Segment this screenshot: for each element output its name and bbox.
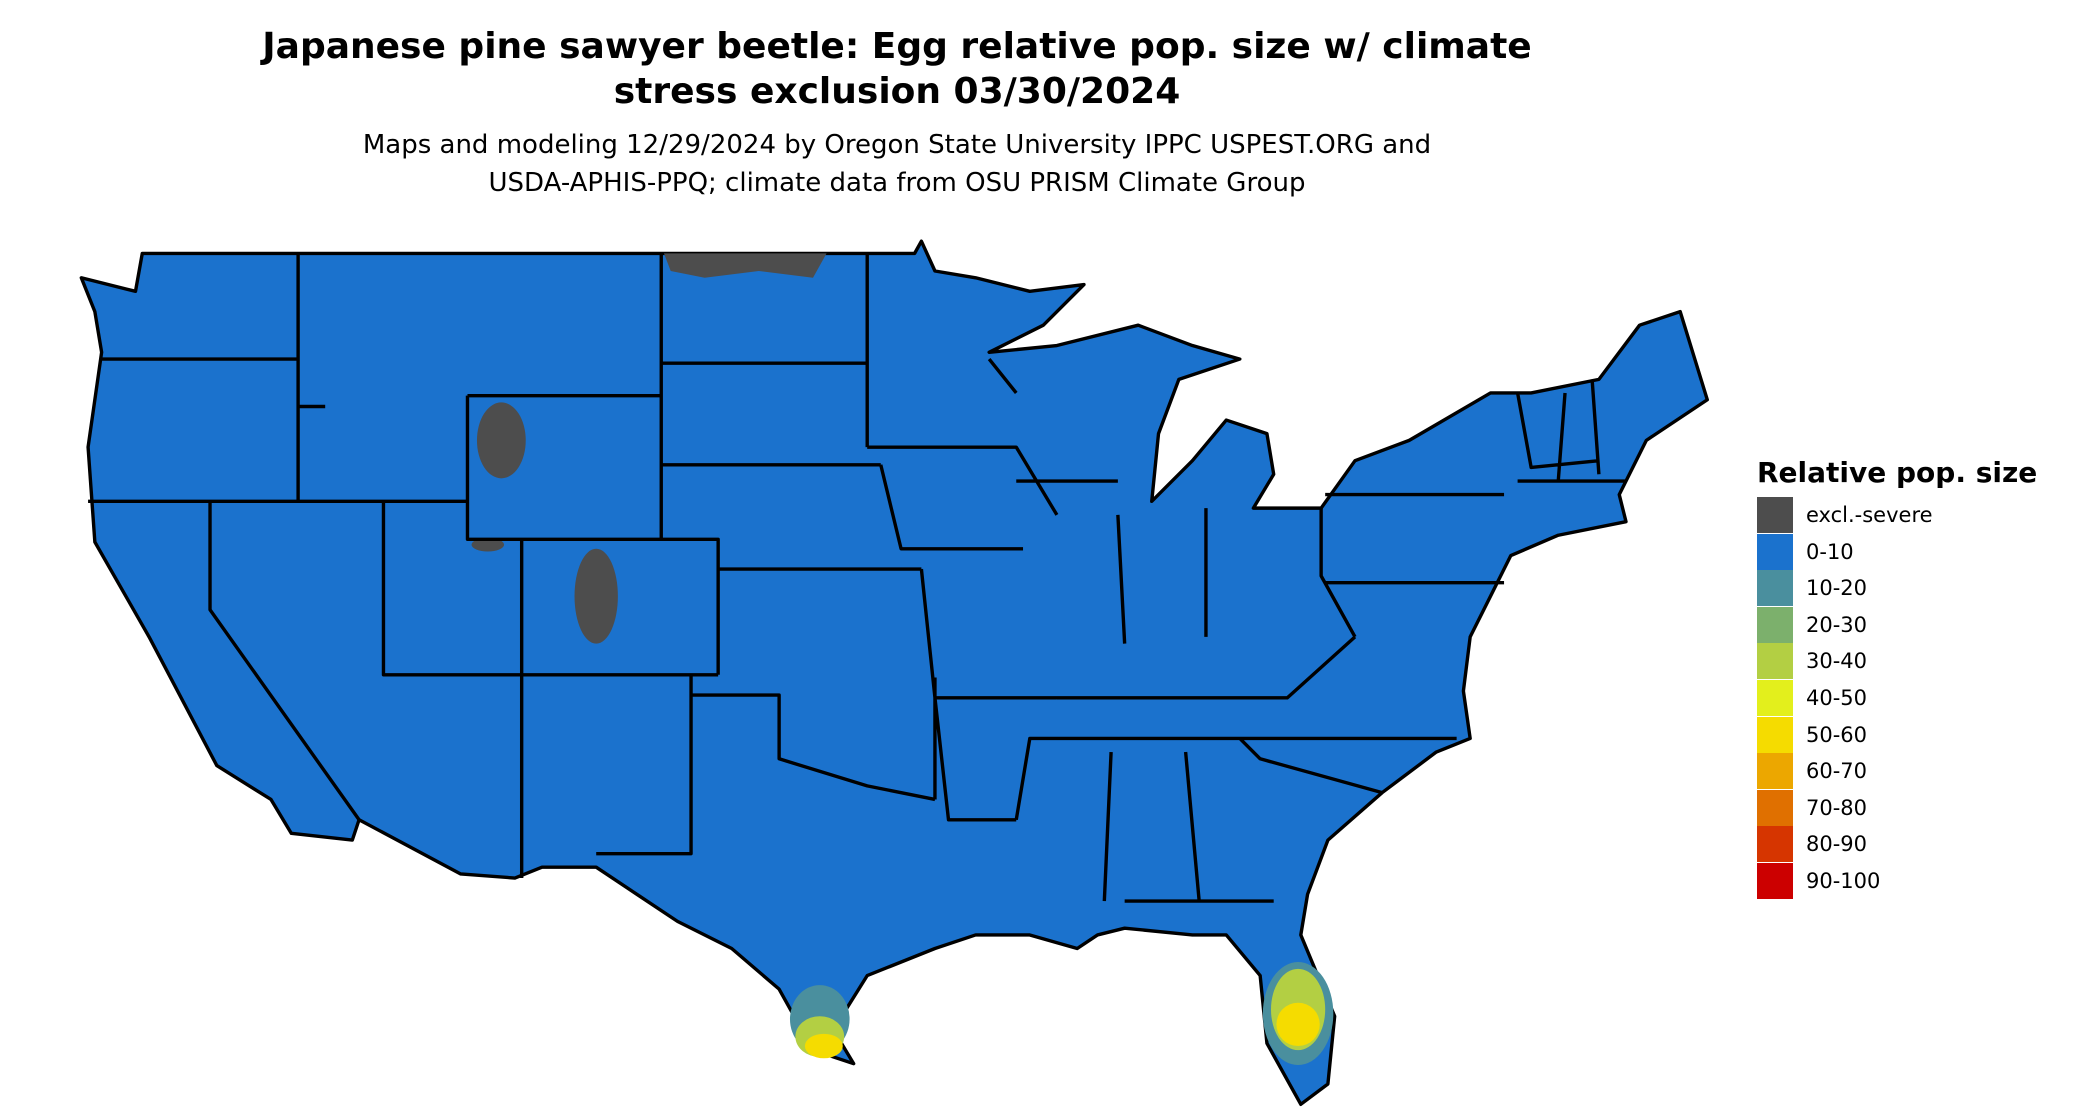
legend-swatch [1757,753,1793,790]
legend-swatch [1757,826,1793,863]
legend-swatch [1757,606,1793,643]
legend-swatch [1757,680,1793,716]
title-line: stress exclusion 03/30/2024 [613,71,1181,112]
excluded-patch [476,402,526,479]
legend-label: 30-40 [1806,649,1868,674]
excluded-areas [471,253,827,644]
legend-label: 50-60 [1806,722,1868,747]
legend-label: 40-50 [1806,686,1868,710]
subtitle-line: USDA-APHIS-PPQ; climate data from OSU PR… [488,168,1306,198]
excluded-patch [471,537,505,552]
legend-label: 10-20 [1806,576,1868,601]
legend-label: 70-80 [1806,795,1868,820]
range-patch [1276,1002,1320,1047]
legend-label: 80-90 [1806,832,1868,857]
title-line: Japanese pine sawyer beetle: Egg relativ… [262,26,1532,67]
legend-label: 0-10 [1806,539,1854,564]
legend-label: excl.-severe [1806,503,1933,527]
excluded-patch [574,548,618,644]
subtitle-line: Maps and modeling 12/29/2024 by Oregon S… [362,130,1432,160]
legend-swatch [1757,716,1793,753]
legend-label: 90-100 [1806,869,1881,893]
legend-swatch [1757,533,1793,570]
legend-swatch [1757,863,1793,899]
legend-swatch [1757,789,1793,826]
legend-label: 60-70 [1806,759,1868,784]
us-outline [79,239,1709,1107]
map [79,239,1709,1107]
state-borders [88,253,1627,903]
legend-label: 20-30 [1806,612,1868,637]
legend-swatch [1757,643,1793,680]
legend-swatch [1757,497,1793,533]
legend-swatch [1757,570,1793,607]
excluded-patch [663,253,827,278]
legend-title: Relative pop. size [1757,456,2038,489]
suitable-areas [789,962,1334,1066]
range-patch [804,1033,843,1059]
